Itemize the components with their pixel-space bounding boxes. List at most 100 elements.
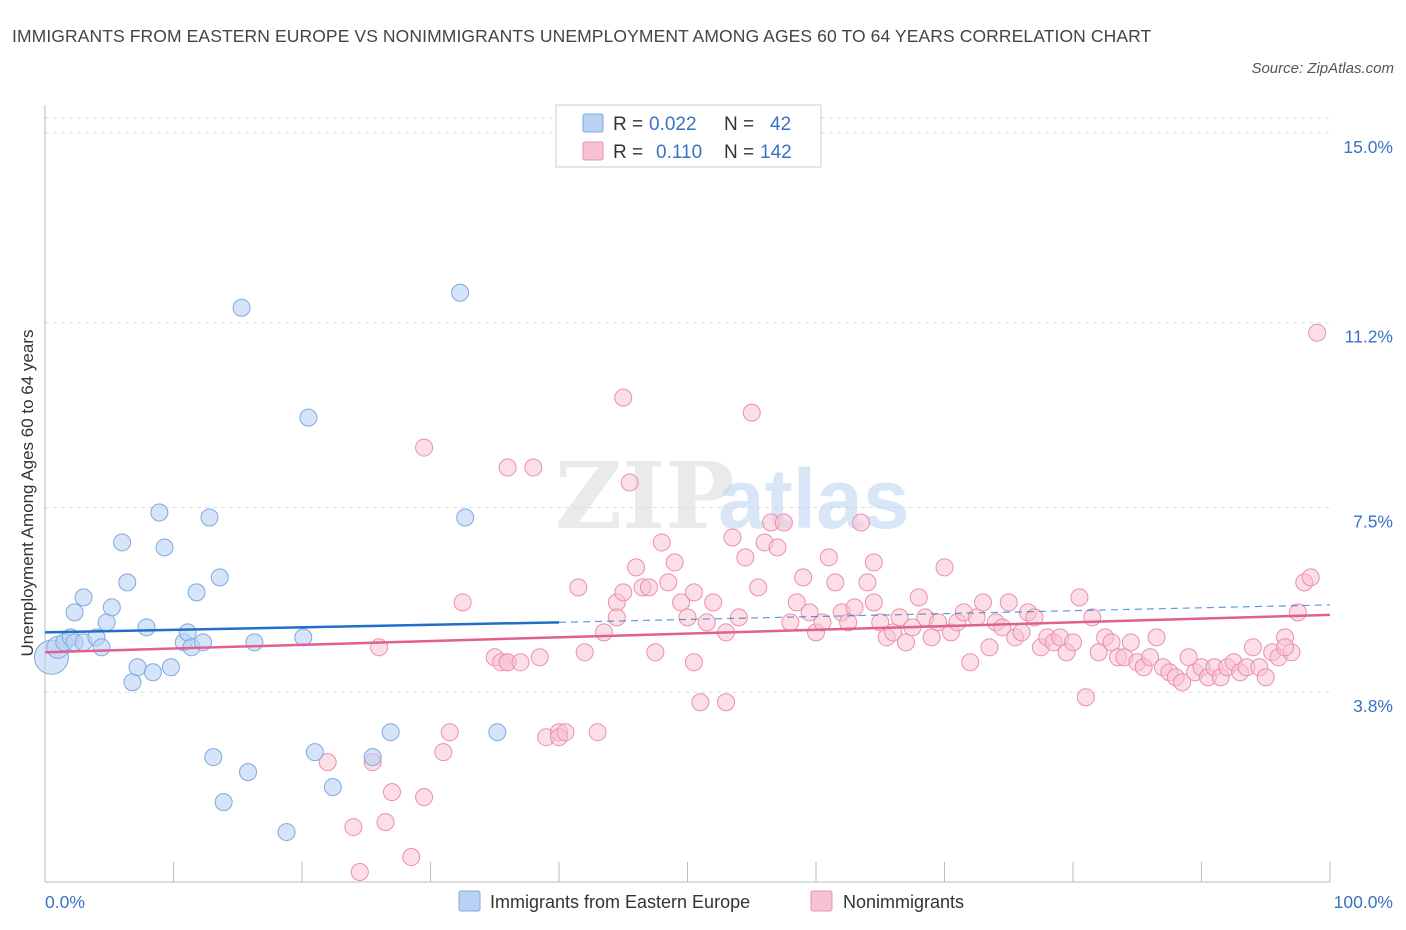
legend-r-value-blue: 0.022 bbox=[649, 114, 697, 135]
nonimmigrants-points bbox=[319, 324, 1325, 880]
immigrant-point bbox=[452, 284, 469, 301]
nonimmigrant-point bbox=[640, 579, 657, 596]
immigrant-point bbox=[306, 744, 323, 761]
nonimmigrant-point bbox=[1065, 634, 1082, 651]
nonimmigrant-point bbox=[615, 389, 632, 406]
immigrant-point bbox=[300, 409, 317, 426]
immigrant-point bbox=[364, 749, 381, 766]
series-legend: Immigrants from Eastern Europe Nonimmigr… bbox=[459, 891, 964, 912]
nonimmigrant-point bbox=[345, 819, 362, 836]
nonimmigrant-point bbox=[377, 814, 394, 831]
immigrants-points bbox=[34, 284, 505, 840]
legend-r-label-blue: R = bbox=[613, 114, 643, 135]
nonimmigrant-point bbox=[435, 744, 452, 761]
nonimmigrant-point bbox=[615, 584, 632, 601]
nonimmigrant-point bbox=[1122, 634, 1139, 651]
nonimmigrant-point bbox=[730, 609, 747, 626]
legend-n-value-pink: 142 bbox=[760, 142, 792, 163]
legend-bottom-label-pink: Nonimmigrants bbox=[843, 892, 964, 912]
legend-bottom-swatch-blue bbox=[459, 891, 480, 911]
nonimmigrant-point bbox=[685, 654, 702, 671]
x-tick-label-max: 100.0% bbox=[1334, 892, 1393, 912]
nonimmigrant-point bbox=[820, 549, 837, 566]
nonimmigrant-point bbox=[383, 784, 400, 801]
nonimmigrant-point bbox=[525, 459, 542, 476]
nonimmigrant-point bbox=[1257, 669, 1274, 686]
nonimmigrant-point bbox=[698, 614, 715, 631]
nonimmigrant-point bbox=[692, 694, 709, 711]
nonimmigrant-point bbox=[975, 594, 992, 611]
correlation-legend: R = 0.022 N = 42 R = 0.110 N = 142 bbox=[556, 105, 821, 167]
immigrant-point bbox=[144, 664, 161, 681]
nonimmigrant-point bbox=[531, 649, 548, 666]
immigrant-point bbox=[138, 619, 155, 636]
nonimmigrant-point bbox=[705, 594, 722, 611]
nonimmigrant-point bbox=[962, 654, 979, 671]
nonimmigrant-point bbox=[416, 439, 433, 456]
immigrant-point bbox=[75, 589, 92, 606]
nonimmigrant-point bbox=[1084, 609, 1101, 626]
immigrant-point bbox=[66, 604, 83, 621]
nonimmigrant-point bbox=[1077, 689, 1094, 706]
nonimmigrant-point bbox=[936, 559, 953, 576]
nonimmigrant-point bbox=[576, 644, 593, 661]
nonimmigrant-point bbox=[859, 574, 876, 591]
nonimmigrant-point bbox=[782, 614, 799, 631]
y-axis-title: Unemployment Among Ages 60 to 64 years bbox=[18, 330, 37, 657]
immigrant-point bbox=[489, 724, 506, 741]
nonimmigrant-point bbox=[454, 594, 471, 611]
nonimmigrant-point bbox=[499, 459, 516, 476]
legend-swatch-pink bbox=[583, 142, 603, 160]
nonimmigrant-point bbox=[595, 624, 612, 641]
nonimmigrant-point bbox=[827, 574, 844, 591]
y-tick-label: 7.5% bbox=[1353, 511, 1393, 531]
nonimmigrant-point bbox=[968, 609, 985, 626]
nonimmigrant-point bbox=[660, 574, 677, 591]
immigrant-point bbox=[382, 724, 399, 741]
nonimmigrant-point bbox=[865, 554, 882, 571]
y-tick-labels: 3.8%7.5%11.2%15.0% bbox=[1343, 137, 1393, 716]
nonimmigrant-point bbox=[1309, 324, 1326, 341]
y-tick-label: 15.0% bbox=[1343, 137, 1393, 157]
nonimmigrant-point bbox=[621, 474, 638, 491]
nonimmigrant-point bbox=[1148, 629, 1165, 646]
nonimmigrant-point bbox=[718, 694, 735, 711]
watermark-zip: ZIP bbox=[555, 442, 734, 550]
legend-n-value-blue: 42 bbox=[770, 114, 791, 135]
nonimmigrant-point bbox=[743, 404, 760, 421]
nonimmigrant-point bbox=[653, 534, 670, 551]
nonimmigrant-point bbox=[1000, 594, 1017, 611]
nonimmigrant-point bbox=[846, 599, 863, 616]
nonimmigrant-point bbox=[666, 554, 683, 571]
immigrant-point bbox=[211, 569, 228, 586]
immigrant-point bbox=[246, 634, 263, 651]
nonimmigrant-point bbox=[1277, 639, 1294, 656]
nonimmigrant-point bbox=[910, 589, 927, 606]
legend-swatch-blue bbox=[583, 114, 603, 132]
nonimmigrant-point bbox=[865, 594, 882, 611]
immigrant-point bbox=[98, 614, 115, 631]
immigrant-point bbox=[103, 599, 120, 616]
immigrant-point bbox=[240, 764, 257, 781]
nonimmigrant-point bbox=[628, 559, 645, 576]
nonimmigrant-point bbox=[351, 864, 368, 881]
nonimmigrant-point bbox=[852, 514, 869, 531]
immigrant-point bbox=[119, 574, 136, 591]
nonimmigrant-point bbox=[750, 579, 767, 596]
immigrant-point bbox=[295, 629, 312, 646]
immigrant-point bbox=[201, 509, 218, 526]
immigrant-point bbox=[129, 659, 146, 676]
nonimmigrant-point bbox=[724, 529, 741, 546]
immigrant-point bbox=[162, 659, 179, 676]
y-tick-label: 11.2% bbox=[1345, 327, 1393, 347]
legend-n-label-blue: N = bbox=[724, 114, 754, 135]
nonimmigrant-point bbox=[1103, 634, 1120, 651]
nonimmigrant-point bbox=[769, 539, 786, 556]
nonimmigrant-point bbox=[1289, 604, 1306, 621]
nonimmigrant-point bbox=[512, 654, 529, 671]
nonimmigrant-point bbox=[679, 609, 696, 626]
immigrant-point bbox=[151, 504, 168, 521]
legend-r-label-pink: R = bbox=[613, 142, 643, 163]
immigrant-point bbox=[278, 824, 295, 841]
legend-bottom-label-blue: Immigrants from Eastern Europe bbox=[490, 892, 750, 912]
